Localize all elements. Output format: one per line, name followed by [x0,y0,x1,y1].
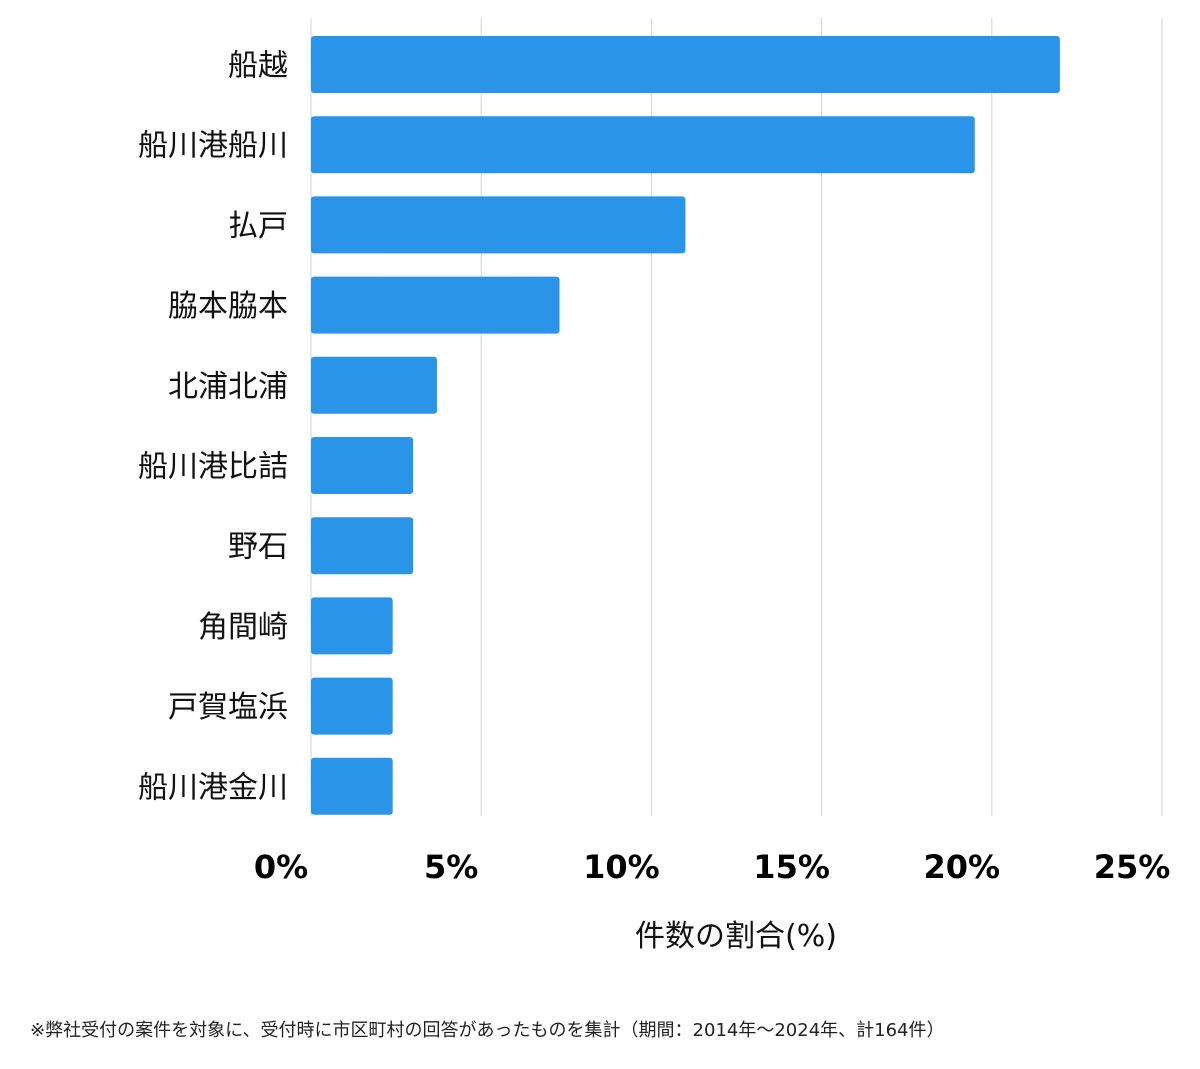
category-label: 船越 [228,49,288,84]
footnote: ※弊社受付の案件を対象に、受付時に市区町村の回答があったものを集計（期間：201… [30,1020,945,1041]
category-label: 北浦北浦 [168,369,288,404]
x-tick-label: 10% [583,848,660,886]
category-label: 船川港船川 [138,129,288,164]
bar [311,677,393,735]
category-label: 船川港金川 [138,770,288,805]
bar [311,437,414,494]
x-tick-label: 15% [753,848,830,886]
x-tick-label: 5% [424,848,478,886]
x-axis-title: 件数の割合(%) [635,919,837,954]
bar [311,757,393,815]
bar [311,116,975,174]
x-tick-labels: 0% 5% 10% 15% 20% 25% [254,848,1170,886]
bar [311,36,1060,93]
bar [311,597,393,655]
bar [311,517,414,575]
x-tick-label: 20% [924,848,1001,886]
bars [311,36,1060,815]
category-label: 船川港比詰 [138,450,288,485]
category-label: 野石 [228,530,288,565]
bar [311,196,686,254]
category-label: 脇本脇本 [168,289,288,324]
bar [311,276,560,334]
x-tick-label: 25% [1094,848,1171,886]
x-tick-label: 0% [254,848,308,886]
category-label: 払戸 [228,209,288,244]
bar [311,356,437,414]
category-label: 戸賀塩浜 [168,690,288,725]
category-label: 角間崎 [198,610,288,645]
